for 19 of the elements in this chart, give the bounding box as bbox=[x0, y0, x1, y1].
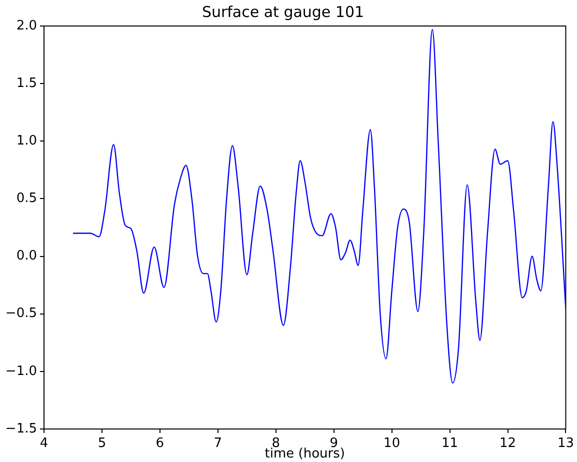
x-tick-label: 7 bbox=[214, 436, 222, 452]
y-tick-label: 1.0 bbox=[16, 134, 37, 149]
x-tick-label: 11 bbox=[442, 436, 458, 452]
y-tick-label: 0.0 bbox=[16, 248, 37, 264]
x-tick-label: 6 bbox=[156, 436, 164, 452]
x-tick-label: 4 bbox=[40, 436, 48, 452]
line-series bbox=[72, 28, 566, 384]
x-tick-label: 5 bbox=[98, 436, 106, 452]
x-tick-label: 10 bbox=[384, 436, 400, 452]
chart-title: Surface at gauge 101 bbox=[202, 2, 364, 21]
y-tick-label: −0.5 bbox=[5, 306, 37, 322]
y-tick-label: −1.5 bbox=[5, 421, 37, 436]
y-tick-label: 2.0 bbox=[16, 18, 37, 34]
y-tick-label: 1.5 bbox=[16, 76, 37, 91]
x-tick-label: 13 bbox=[557, 436, 574, 452]
y-tick-label: 0.5 bbox=[16, 191, 37, 206]
x-tick-label: 12 bbox=[499, 436, 516, 452]
y-tick-label: −1.0 bbox=[5, 364, 37, 379]
x-tick-label: 9 bbox=[330, 436, 338, 452]
